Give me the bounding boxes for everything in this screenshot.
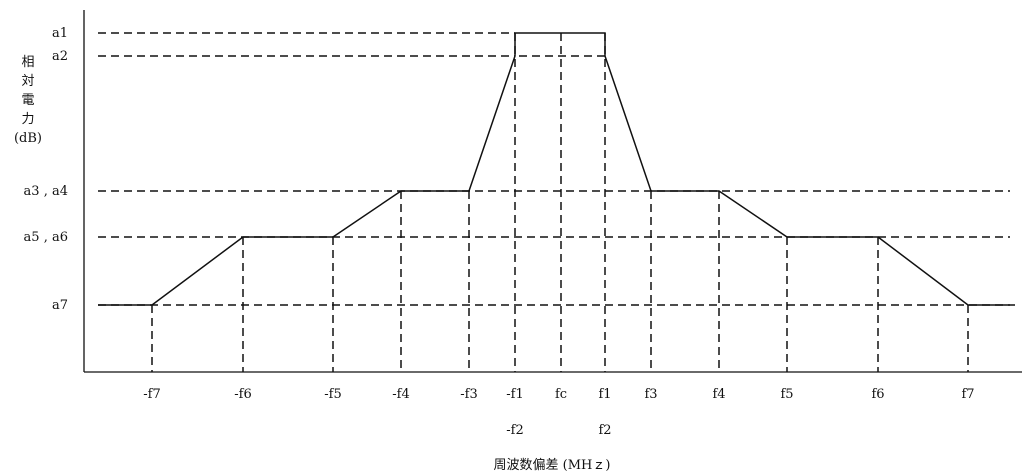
- y-axis-label-char-1: 相: [21, 55, 34, 70]
- level-reference-lines: [98, 32, 1010, 306]
- level-label-a1: a1: [52, 26, 68, 41]
- level-label-a2: a2: [52, 49, 68, 64]
- level-label-a7: a7: [52, 298, 68, 313]
- level-label-a5a6: a5 , a6: [24, 230, 68, 245]
- freq-label-m-f3: -f3: [460, 387, 477, 402]
- y-axis-unit: (dB): [14, 131, 42, 146]
- freq-label-f4: f4: [712, 387, 725, 402]
- freq-label-f7: f7: [961, 387, 974, 402]
- freq-label-m-f4: -f4: [392, 387, 409, 402]
- freq-label-m-f7: -f7: [143, 387, 160, 402]
- freq-label-f6: f6: [871, 387, 884, 402]
- freq-label-f5: f5: [780, 387, 793, 402]
- freq-label-m-f2: -f2: [506, 423, 523, 438]
- y-axis-label: 相 対 電 力 (dB): [14, 55, 42, 146]
- y-axis-label-char-4: 力: [21, 112, 34, 127]
- freq-label-f1: f1: [598, 387, 611, 402]
- frequency-labels-row2: -f2 f2: [506, 423, 611, 438]
- freq-label-m-f5: -f5: [324, 387, 341, 402]
- level-label-a3a4: a3 , a4: [24, 184, 68, 199]
- mask-curve: [98, 32, 1015, 306]
- frequency-reference-lines: [151, 33, 969, 372]
- level-labels: a1 a2 a3 , a4 a5 , a6 a7: [24, 26, 68, 313]
- freq-label-m-f1: -f1: [506, 387, 523, 402]
- y-axis-label-char-3: 電: [21, 93, 34, 108]
- freq-label-f3: f3: [644, 387, 657, 402]
- freq-label-m-f6: -f6: [234, 387, 251, 402]
- y-axis-label-char-2: 対: [21, 74, 34, 89]
- freq-label-f2: f2: [598, 423, 611, 438]
- freq-label-fc: fc: [555, 387, 567, 402]
- x-axis-title: 周波数偏差 (MHｚ): [494, 458, 611, 473]
- frequency-labels-row1: -f7 -f6 -f5 -f4 -f3 -f1 fc f1 f3 f4 f5 f…: [143, 387, 974, 402]
